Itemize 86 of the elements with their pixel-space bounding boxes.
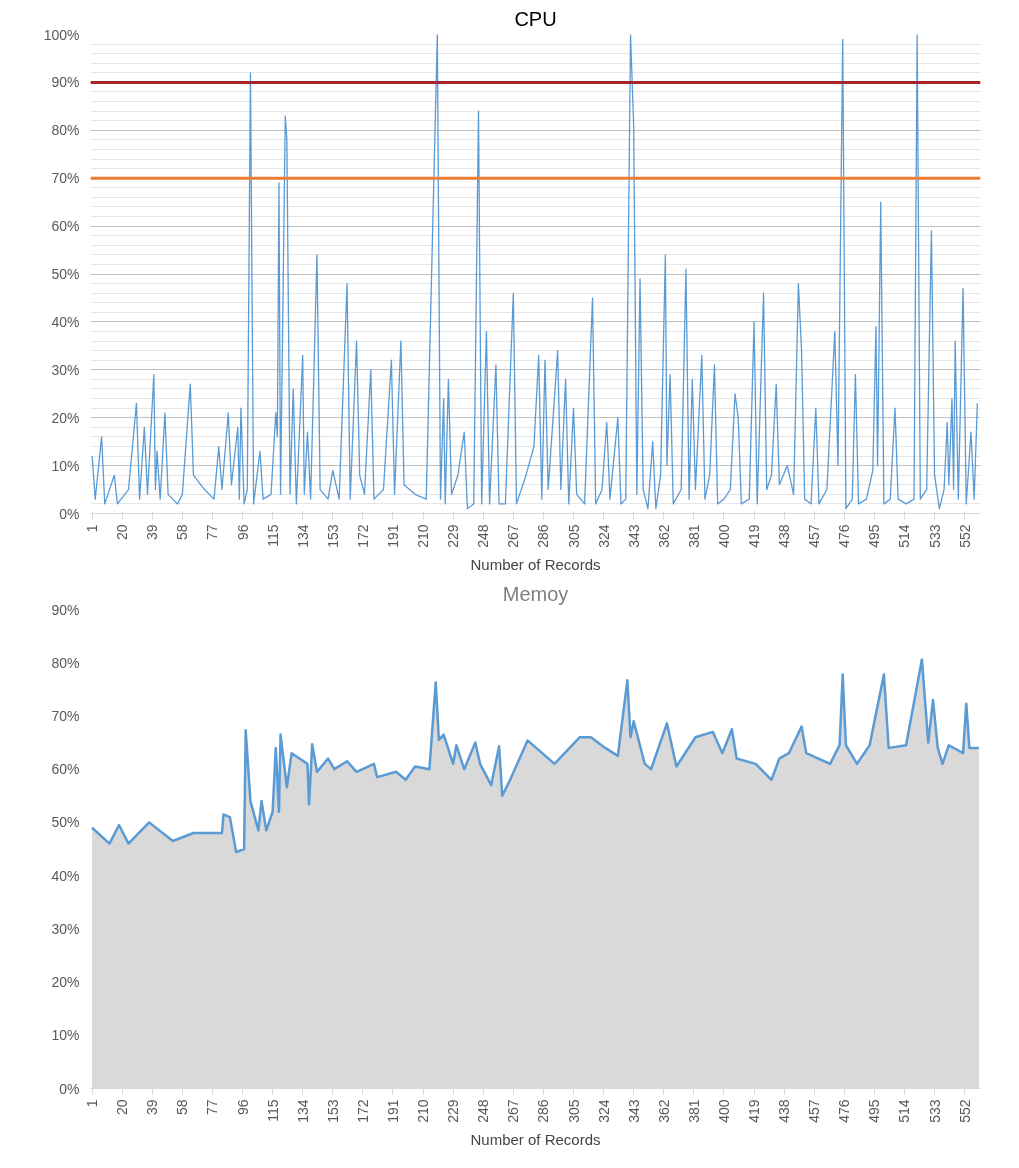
x-tick-label: 77 xyxy=(204,1099,221,1116)
x-tick-label: 134 xyxy=(294,1099,311,1123)
x-tick-label: 153 xyxy=(324,1099,341,1123)
x-tick-label: 552 xyxy=(956,1099,973,1123)
x-tick-label: 210 xyxy=(415,1099,432,1123)
x-tick-label: 362 xyxy=(655,524,672,548)
y-tick-label: 30% xyxy=(51,920,80,937)
x-tick-label: 419 xyxy=(746,1099,763,1123)
y-tick-label: 30% xyxy=(51,361,80,378)
y-tick-label: 0% xyxy=(59,1080,80,1097)
x-tick-label: 96 xyxy=(234,1099,251,1116)
x-tick-label: 134 xyxy=(294,524,311,548)
y-tick-label: 10% xyxy=(51,1027,80,1044)
x-tick-label: 381 xyxy=(685,1099,702,1123)
x-tick-label: 324 xyxy=(595,524,612,548)
y-tick-label: 90% xyxy=(51,601,80,618)
y-tick-label: 70% xyxy=(51,170,80,187)
x-tick-label: 191 xyxy=(384,1099,401,1123)
x-tick-label: 39 xyxy=(144,524,161,541)
x-tick-label: 476 xyxy=(836,524,853,548)
chart-title: Memoy xyxy=(502,582,569,605)
x-tick-label: 58 xyxy=(174,524,191,541)
x-tick-label: 1 xyxy=(84,524,101,533)
x-tick-label: 438 xyxy=(776,1099,793,1123)
y-tick-label: 50% xyxy=(51,266,80,282)
x-tick-label: 514 xyxy=(896,1099,913,1123)
y-tick-label: 40% xyxy=(51,867,80,884)
x-tick-label: 172 xyxy=(354,1099,371,1123)
x-tick-label: 115 xyxy=(264,524,281,547)
y-tick-label: 60% xyxy=(51,761,80,778)
x-tick-label: 419 xyxy=(746,524,763,548)
x-tick-label: 96 xyxy=(234,524,251,541)
x-tick-label: 533 xyxy=(926,524,943,548)
y-tick-label: 100% xyxy=(43,26,80,43)
x-tick-label: 305 xyxy=(565,524,582,548)
x-tick-label: 267 xyxy=(505,1099,522,1123)
x-tick-label: 229 xyxy=(445,524,462,548)
x-tick-label: 286 xyxy=(535,1099,552,1123)
y-tick-label: 10% xyxy=(51,457,80,474)
x-tick-label: 533 xyxy=(926,1099,943,1123)
x-axis-title: Number of Records xyxy=(470,1130,601,1148)
x-tick-label: 457 xyxy=(806,524,823,548)
y-tick-label: 80% xyxy=(51,654,80,671)
x-tick-label: 305 xyxy=(565,1099,582,1123)
x-tick-label: 362 xyxy=(655,1099,672,1123)
line-series xyxy=(91,34,978,510)
x-tick-label: 267 xyxy=(505,524,522,548)
x-tick-label: 324 xyxy=(595,1099,612,1123)
x-tick-label: 495 xyxy=(866,1099,883,1123)
y-tick-label: 50% xyxy=(51,814,80,831)
y-tick-label: 40% xyxy=(51,313,80,330)
x-tick-label: 514 xyxy=(896,524,913,548)
x-tick-label: 248 xyxy=(475,1099,492,1123)
y-tick-label: 70% xyxy=(51,707,80,724)
x-tick-label: 343 xyxy=(625,1099,642,1123)
y-tick-label: 80% xyxy=(51,122,80,139)
y-tick-label: 20% xyxy=(51,974,80,991)
x-tick-label: 39 xyxy=(144,1099,161,1116)
x-tick-label: 1 xyxy=(84,1099,101,1108)
x-tick-label: 457 xyxy=(806,1099,823,1123)
x-tick-label: 476 xyxy=(836,1099,853,1123)
x-tick-label: 381 xyxy=(685,524,702,548)
x-tick-label: 286 xyxy=(535,524,552,548)
x-tick-label: 400 xyxy=(715,524,732,548)
x-tick-label: 20 xyxy=(114,524,131,541)
x-tick-label: 229 xyxy=(445,1099,462,1123)
x-tick-label: 552 xyxy=(956,524,973,548)
x-tick-label: 438 xyxy=(776,524,793,548)
x-tick-label: 343 xyxy=(625,524,642,548)
x-tick-label: 400 xyxy=(715,1099,732,1123)
x-tick-label: 153 xyxy=(324,524,341,548)
x-tick-label: 58 xyxy=(174,1099,191,1116)
x-tick-label: 210 xyxy=(415,524,432,548)
chart-title: CPU xyxy=(514,7,557,30)
x-tick-label: 115 xyxy=(264,1099,281,1122)
x-tick-label: 191 xyxy=(384,524,401,548)
x-tick-label: 248 xyxy=(475,524,492,548)
x-axis-title: Number of Records xyxy=(470,555,601,573)
y-tick-label: 90% xyxy=(51,74,80,91)
y-tick-label: 20% xyxy=(51,409,80,426)
y-tick-label: 60% xyxy=(51,218,80,235)
y-tick-label: 0% xyxy=(59,505,80,522)
x-tick-label: 77 xyxy=(204,524,221,541)
x-tick-label: 20 xyxy=(114,1099,131,1116)
x-tick-label: 172 xyxy=(354,524,371,548)
x-tick-label: 495 xyxy=(866,524,883,548)
